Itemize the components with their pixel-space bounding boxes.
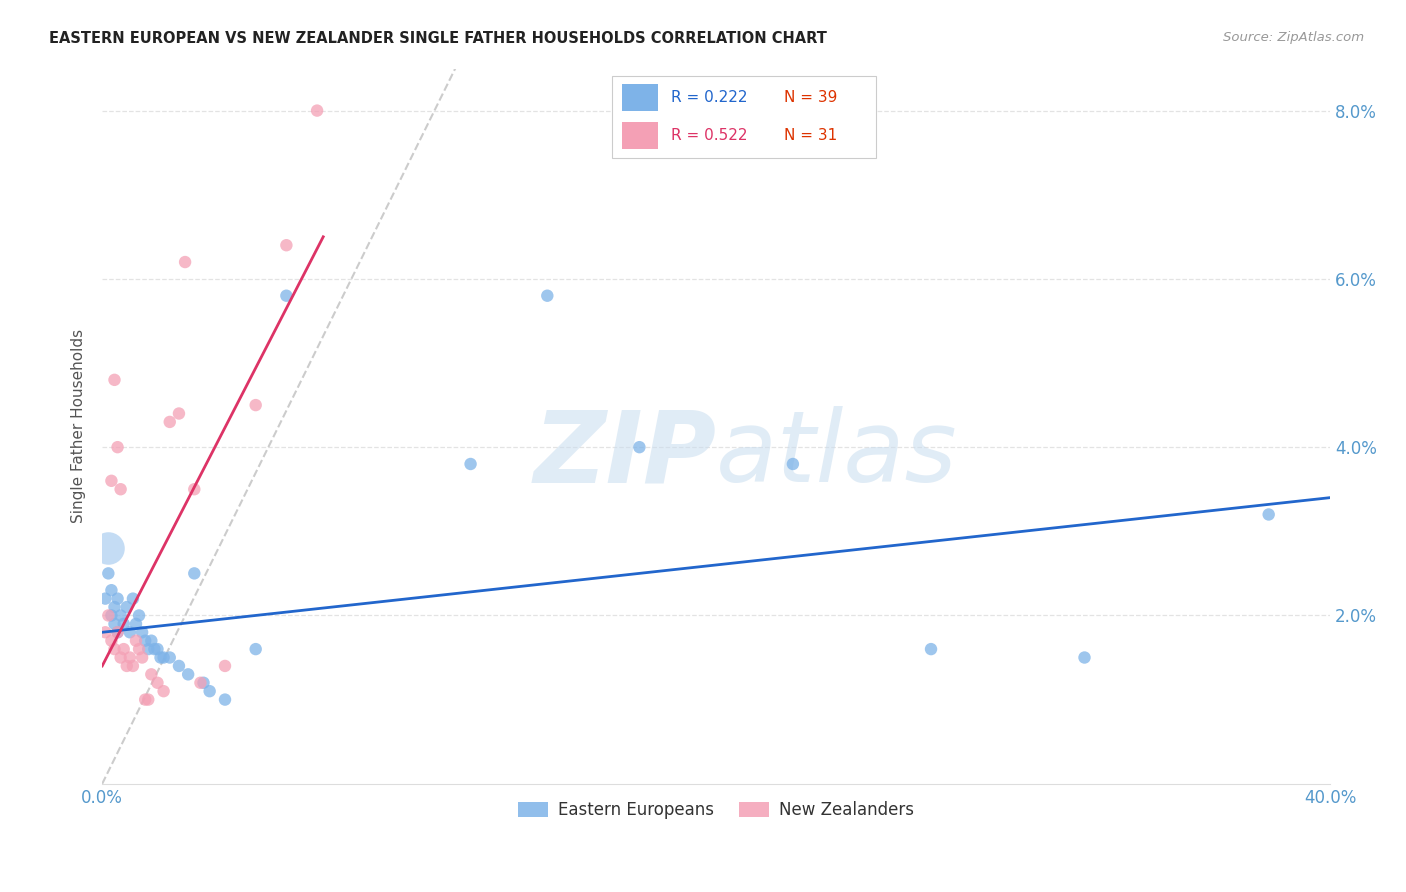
- Point: [152, 650, 174, 665]
- Text: N = 39: N = 39: [783, 90, 837, 105]
- Point: [118, 650, 141, 665]
- Point: [276, 238, 298, 252]
- FancyBboxPatch shape: [621, 84, 658, 112]
- Point: [107, 625, 129, 640]
- Point: [100, 633, 122, 648]
- Point: [94, 625, 117, 640]
- Point: [103, 616, 125, 631]
- Point: [177, 667, 200, 681]
- Point: [136, 642, 159, 657]
- Point: [146, 675, 169, 690]
- Point: [103, 600, 125, 615]
- Point: [112, 616, 135, 631]
- Point: [460, 457, 482, 471]
- Point: [628, 440, 651, 454]
- Point: [112, 642, 135, 657]
- Point: [125, 633, 148, 648]
- Point: [782, 457, 804, 471]
- Point: [131, 650, 153, 665]
- Point: [100, 608, 122, 623]
- Text: N = 31: N = 31: [783, 128, 837, 144]
- Point: [167, 659, 190, 673]
- Point: [1073, 650, 1095, 665]
- Point: [214, 659, 236, 673]
- Point: [536, 289, 558, 303]
- Point: [245, 642, 267, 657]
- Point: [128, 642, 150, 657]
- Point: [193, 675, 215, 690]
- Point: [141, 633, 163, 648]
- Point: [128, 608, 150, 623]
- Point: [183, 566, 205, 581]
- Point: [198, 684, 221, 698]
- Point: [143, 642, 166, 657]
- Point: [174, 255, 197, 269]
- Point: [107, 591, 129, 606]
- Text: EASTERN EUROPEAN VS NEW ZEALANDER SINGLE FATHER HOUSEHOLDS CORRELATION CHART: EASTERN EUROPEAN VS NEW ZEALANDER SINGLE…: [49, 31, 827, 46]
- Point: [183, 482, 205, 496]
- Legend: Eastern Europeans, New Zealanders: Eastern Europeans, New Zealanders: [512, 794, 921, 825]
- Point: [100, 474, 122, 488]
- Text: atlas: atlas: [716, 406, 957, 503]
- Point: [122, 659, 145, 673]
- Point: [107, 625, 129, 640]
- Point: [97, 608, 120, 623]
- Text: Source: ZipAtlas.com: Source: ZipAtlas.com: [1223, 31, 1364, 45]
- Point: [107, 440, 129, 454]
- Point: [146, 642, 169, 657]
- Point: [159, 650, 181, 665]
- Point: [276, 289, 298, 303]
- Point: [97, 566, 120, 581]
- Point: [134, 692, 156, 706]
- Point: [94, 591, 117, 606]
- Text: ZIP: ZIP: [533, 406, 716, 503]
- Point: [125, 616, 148, 631]
- Point: [167, 407, 190, 421]
- Point: [245, 398, 267, 412]
- Point: [115, 600, 138, 615]
- Y-axis label: Single Father Households: Single Father Households: [72, 329, 86, 524]
- Point: [115, 659, 138, 673]
- Point: [122, 591, 145, 606]
- Point: [307, 103, 329, 118]
- Text: R = 0.522: R = 0.522: [671, 128, 747, 144]
- Point: [214, 692, 236, 706]
- Point: [136, 692, 159, 706]
- Point: [134, 633, 156, 648]
- Point: [103, 373, 125, 387]
- Point: [97, 541, 120, 556]
- FancyBboxPatch shape: [621, 122, 658, 149]
- Point: [118, 625, 141, 640]
- Point: [190, 675, 212, 690]
- Point: [141, 667, 163, 681]
- Point: [1257, 508, 1279, 522]
- Text: R = 0.222: R = 0.222: [671, 90, 747, 105]
- Point: [159, 415, 181, 429]
- Point: [110, 650, 132, 665]
- Point: [131, 625, 153, 640]
- Point: [152, 684, 174, 698]
- FancyBboxPatch shape: [612, 76, 876, 158]
- Point: [110, 608, 132, 623]
- Point: [103, 642, 125, 657]
- Point: [149, 650, 172, 665]
- Point: [100, 583, 122, 598]
- Point: [110, 482, 132, 496]
- Point: [920, 642, 942, 657]
